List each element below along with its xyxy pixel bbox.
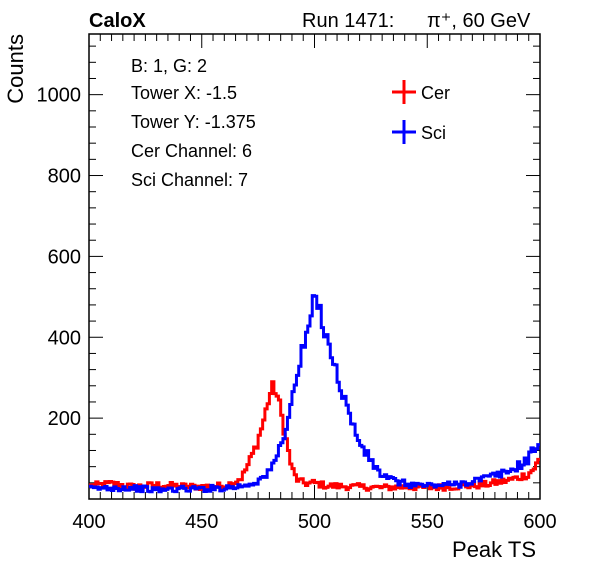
legend-label-cer: Cer [421,83,450,103]
legend-marker-sci [392,120,416,144]
y-tick-label: 800 [48,166,81,188]
info-line-cer-channel: Cer Channel: 6 [131,141,252,161]
info-line-sci-channel: Sci Channel: 7 [131,170,248,190]
x-tick-label: 400 [72,511,105,533]
y-tick-label: 600 [48,246,81,268]
y-tick-label: 1000 [37,85,82,107]
x-tick-label: 450 [185,511,218,533]
run-label: Run 1471: [302,10,394,32]
x-tick-label: 600 [523,511,556,533]
x-axis-title: Peak TS [452,537,536,562]
experiment-label: CaloX [89,10,146,32]
x-tick-label: 550 [411,511,444,533]
y-axis-title: Counts [3,34,28,104]
series-line-cer [89,380,540,492]
y-tick-label: 400 [48,327,81,349]
y-tick-label: 200 [48,408,81,430]
axis-ticks: 400 450 500 550 600 200 400 600 800 1000 [37,34,557,533]
info-line-board: B: 1, G: 2 [131,56,207,76]
info-line-tower-y: Tower Y: -1.375 [131,112,256,132]
info-line-tower-x: Tower X: -1.5 [131,83,237,103]
legend: Cer Sci [392,80,450,144]
series-line-sci [89,294,540,494]
legend-label-sci: Sci [421,123,446,143]
beam-label: π⁺, 60 GeV [427,10,531,32]
series-layer [89,294,540,494]
x-tick-label: 500 [298,511,331,533]
legend-marker-cer [392,80,416,104]
plot-frame [88,33,541,500]
